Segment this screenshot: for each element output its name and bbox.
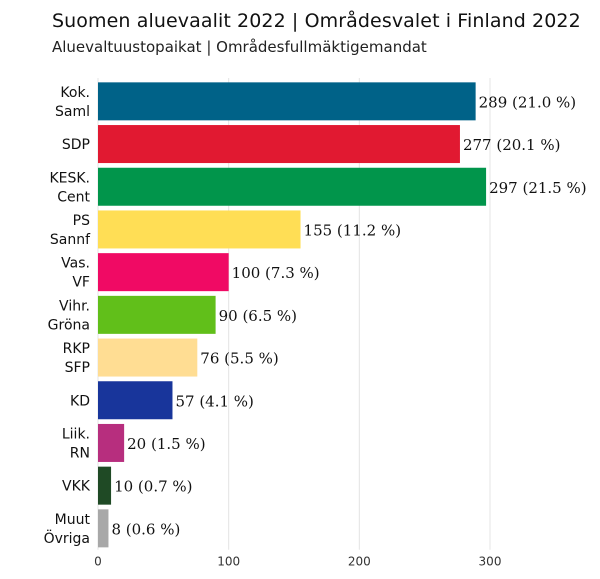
category-label: KESK. (49, 170, 90, 186)
data-label: 20 (1.5 %) (127, 435, 205, 453)
chart-title: Suomen aluevaalit 2022 | Områdesvalet i … (52, 10, 581, 32)
category-label: SFP (65, 360, 90, 376)
label-layer: Kok. Saml 289 (21.0 %) SDP 277 (20.1 %) KESK.… (44, 85, 587, 547)
data-label: 8 (0.6 %) (111, 520, 180, 538)
category-label: Liik. (62, 426, 90, 442)
data-label: 57 (4.1 %) (175, 392, 253, 410)
category-label: VF (72, 275, 90, 291)
category-label: RKP (63, 341, 90, 357)
x-tick-label: 0 (94, 555, 102, 569)
x-tick-label: 100 (217, 555, 240, 569)
category-label: PS (73, 213, 90, 229)
category-label: Cent (57, 189, 90, 205)
bar (98, 509, 109, 548)
data-label: 100 (7.3 %) (232, 264, 320, 282)
category-label: Vas. (61, 256, 90, 272)
data-label: 297 (21.5 %) (489, 179, 587, 197)
category-label: Saml (55, 104, 90, 120)
bar (98, 210, 301, 249)
bar (98, 167, 487, 206)
data-label: 10 (0.7 %) (114, 478, 192, 496)
category-label: Gröna (48, 317, 90, 333)
bar (98, 125, 460, 164)
data-label: 76 (5.5 %) (200, 350, 278, 368)
bar (98, 253, 229, 292)
bar (98, 381, 173, 420)
bar (98, 338, 198, 377)
data-label: 90 (6.5 %) (219, 307, 297, 325)
category-label: Kok. (60, 85, 90, 101)
category-label: RN (70, 445, 90, 461)
data-label: 155 (11.2 %) (304, 221, 402, 239)
x-tick-label: 200 (348, 555, 371, 569)
bar (98, 295, 216, 334)
bar (98, 82, 476, 121)
category-label: KD (70, 393, 90, 409)
x-axis: 0 100 200 300 (94, 555, 501, 569)
chart-subtitle: Aluevaltuustopaikat | Områdesfullmäktige… (52, 38, 427, 56)
category-label: SDP (62, 137, 90, 153)
category-label: Vihr. (59, 298, 90, 314)
category-label: Sannf (50, 232, 91, 248)
bar-layer (98, 82, 487, 548)
data-label: 289 (21.0 %) (479, 93, 577, 111)
bar (98, 423, 125, 462)
bar (98, 466, 112, 505)
category-label: Muut (55, 512, 91, 528)
x-tick-label: 300 (479, 555, 502, 569)
category-label: VKK (62, 479, 91, 495)
category-label: Övriga (44, 529, 90, 547)
data-label: 277 (20.1 %) (463, 136, 561, 154)
